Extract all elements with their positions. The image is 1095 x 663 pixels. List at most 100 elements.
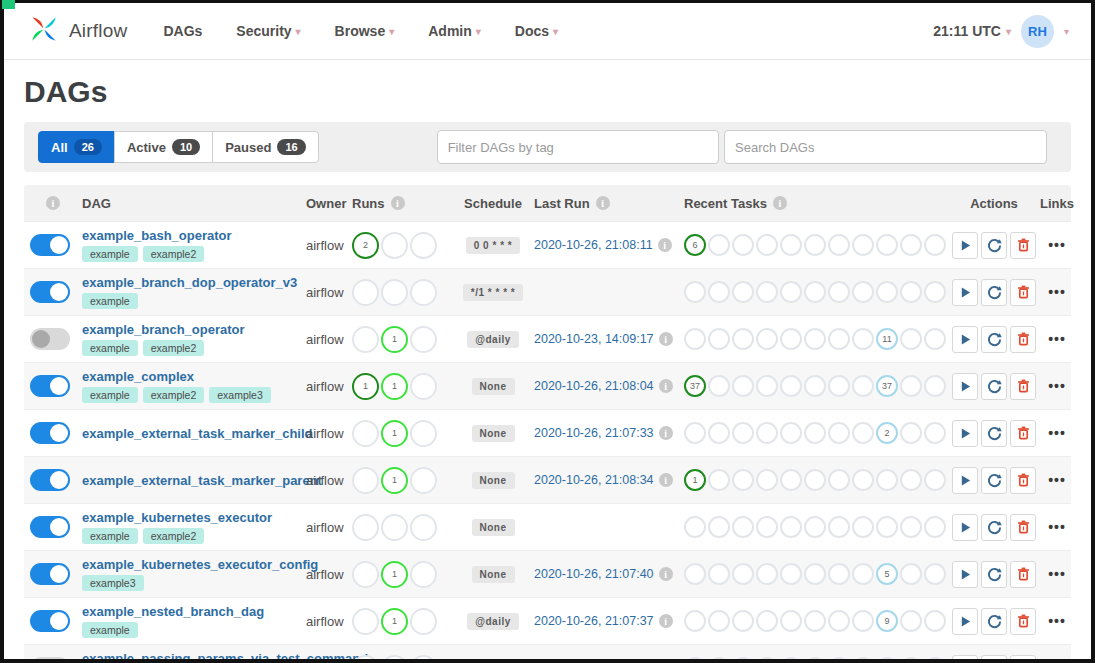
dag-name-link[interactable]: example_kubernetes_executor_config bbox=[82, 557, 306, 572]
task-state-circle[interactable] bbox=[900, 563, 922, 585]
task-state-circle[interactable] bbox=[804, 563, 826, 585]
task-state-circle[interactable] bbox=[876, 657, 898, 659]
dag-links-menu[interactable]: ••• bbox=[1036, 613, 1078, 629]
task-state-circle[interactable] bbox=[708, 234, 730, 256]
task-state-circle[interactable] bbox=[852, 563, 874, 585]
clock-dropdown[interactable]: 21:11 UTC▾ bbox=[933, 23, 1011, 39]
task-state-circle[interactable] bbox=[780, 281, 802, 303]
task-state-circle[interactable] bbox=[708, 657, 730, 659]
task-state-circle[interactable] bbox=[780, 234, 802, 256]
task-state-circle[interactable] bbox=[684, 516, 706, 538]
task-state-circle[interactable] bbox=[924, 610, 946, 632]
task-state-circle[interactable] bbox=[352, 608, 379, 635]
task-state-circle[interactable] bbox=[410, 326, 437, 353]
trigger-dag-button[interactable] bbox=[952, 279, 978, 306]
task-state-circle[interactable] bbox=[381, 232, 408, 259]
nav-item-security[interactable]: Security▾ bbox=[236, 23, 300, 39]
task-state-circle[interactable] bbox=[924, 657, 946, 659]
dag-links-menu[interactable]: ••• bbox=[1036, 284, 1078, 300]
refresh-dag-button[interactable] bbox=[981, 279, 1007, 306]
task-state-circle[interactable] bbox=[900, 516, 922, 538]
task-state-circle[interactable] bbox=[828, 328, 850, 350]
task-state-circle[interactable] bbox=[900, 422, 922, 444]
schedule-badge[interactable]: 0 0 * * * bbox=[466, 237, 520, 254]
task-state-circle[interactable] bbox=[410, 561, 437, 588]
task-state-circle[interactable] bbox=[780, 610, 802, 632]
last-run-link[interactable]: 2020-10-26, 21:07:40 bbox=[534, 567, 654, 581]
task-state-circle[interactable]: 1 bbox=[352, 373, 379, 400]
dag-name-link[interactable]: example_external_task_marker_parent bbox=[82, 473, 306, 488]
dag-tag[interactable]: example2 bbox=[143, 246, 205, 262]
refresh-dag-button[interactable] bbox=[981, 326, 1007, 353]
user-avatar[interactable]: RH bbox=[1021, 15, 1054, 48]
refresh-dag-button[interactable] bbox=[981, 420, 1007, 447]
task-state-circle[interactable] bbox=[804, 375, 826, 397]
task-state-circle[interactable] bbox=[732, 516, 754, 538]
delete-dag-button[interactable] bbox=[1010, 326, 1036, 353]
trigger-dag-button[interactable] bbox=[952, 326, 978, 353]
info-icon[interactable]: i bbox=[659, 614, 673, 628]
task-state-circle[interactable]: 1 bbox=[381, 561, 408, 588]
task-state-circle[interactable] bbox=[756, 563, 778, 585]
task-state-circle[interactable] bbox=[924, 563, 946, 585]
task-state-circle[interactable] bbox=[828, 375, 850, 397]
refresh-dag-button[interactable] bbox=[981, 232, 1007, 259]
task-state-circle[interactable] bbox=[780, 657, 802, 659]
task-state-circle[interactable] bbox=[900, 281, 922, 303]
dag-tag[interactable]: example2 bbox=[143, 528, 205, 544]
task-state-circle[interactable] bbox=[732, 657, 754, 659]
task-state-circle[interactable] bbox=[804, 234, 826, 256]
dag-pause-toggle[interactable] bbox=[30, 375, 70, 397]
task-state-circle[interactable]: 2 bbox=[352, 232, 379, 259]
task-state-circle[interactable] bbox=[352, 326, 379, 353]
dag-pause-toggle[interactable] bbox=[30, 563, 70, 585]
task-state-circle[interactable] bbox=[732, 563, 754, 585]
task-state-circle[interactable] bbox=[852, 610, 874, 632]
trigger-dag-button[interactable] bbox=[952, 232, 978, 259]
task-state-circle[interactable] bbox=[900, 657, 922, 659]
task-state-circle[interactable] bbox=[756, 375, 778, 397]
dag-pause-toggle[interactable] bbox=[30, 516, 70, 538]
task-state-circle[interactable] bbox=[900, 234, 922, 256]
info-icon[interactable]: i bbox=[596, 196, 610, 210]
dag-links-menu[interactable]: ••• bbox=[1036, 425, 1078, 441]
task-state-circle[interactable] bbox=[876, 234, 898, 256]
dag-name-link[interactable]: example_passing_params_via_test_command bbox=[82, 651, 306, 659]
info-icon[interactable]: i bbox=[46, 196, 60, 210]
delete-dag-button[interactable] bbox=[1010, 467, 1036, 494]
tab-paused[interactable]: Paused16 bbox=[212, 131, 319, 163]
task-state-circle[interactable] bbox=[352, 420, 379, 447]
task-state-circle[interactable] bbox=[852, 469, 874, 491]
task-state-circle[interactable] bbox=[410, 279, 437, 306]
delete-dag-button[interactable] bbox=[1010, 420, 1036, 447]
task-state-circle[interactable] bbox=[924, 234, 946, 256]
task-state-circle[interactable] bbox=[410, 232, 437, 259]
task-state-circle[interactable]: 1 bbox=[381, 373, 408, 400]
task-state-circle[interactable] bbox=[410, 467, 437, 494]
refresh-dag-button[interactable] bbox=[981, 467, 1007, 494]
task-state-circle[interactable] bbox=[756, 610, 778, 632]
dag-name-link[interactable]: example_kubernetes_executor bbox=[82, 510, 306, 525]
dag-tag[interactable]: example bbox=[82, 340, 138, 356]
task-state-circle[interactable] bbox=[352, 561, 379, 588]
trigger-dag-button[interactable] bbox=[952, 514, 978, 541]
task-state-circle[interactable] bbox=[804, 281, 826, 303]
task-state-circle[interactable] bbox=[900, 610, 922, 632]
dag-tag[interactable]: example3 bbox=[82, 575, 144, 591]
task-state-circle[interactable] bbox=[900, 375, 922, 397]
info-icon[interactable]: i bbox=[659, 426, 673, 440]
task-state-circle[interactable] bbox=[732, 610, 754, 632]
dag-pause-toggle[interactable] bbox=[30, 469, 70, 491]
task-state-circle[interactable] bbox=[684, 281, 706, 303]
trigger-dag-button[interactable] bbox=[952, 373, 978, 400]
dag-tag[interactable]: example bbox=[82, 246, 138, 262]
task-state-circle[interactable] bbox=[804, 422, 826, 444]
header-schedule[interactable]: Schedule bbox=[452, 196, 534, 211]
dag-pause-toggle[interactable] bbox=[30, 610, 70, 632]
task-state-circle[interactable] bbox=[924, 375, 946, 397]
brand[interactable]: Airflow bbox=[26, 11, 127, 51]
delete-dag-button[interactable] bbox=[1010, 279, 1036, 306]
task-state-circle[interactable]: 1 bbox=[381, 467, 408, 494]
task-state-circle[interactable]: 9 bbox=[876, 610, 898, 632]
info-icon[interactable]: i bbox=[658, 238, 672, 252]
